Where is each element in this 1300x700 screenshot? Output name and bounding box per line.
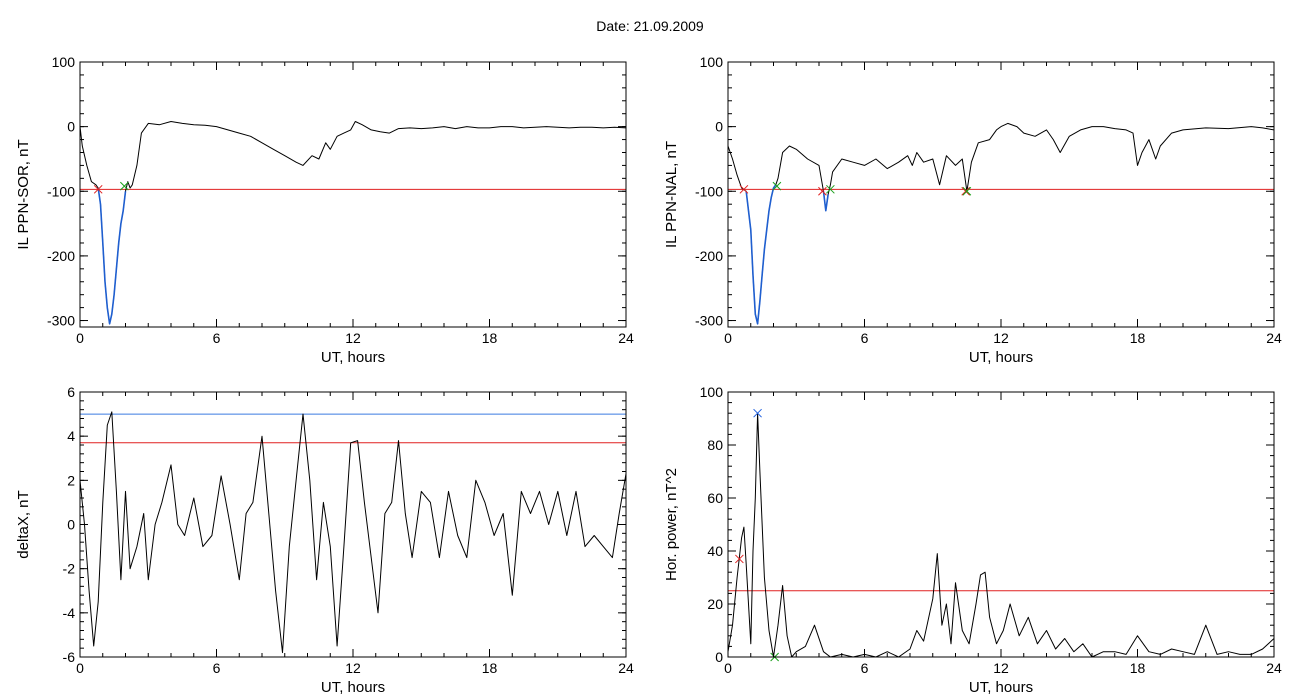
y-tick-label: 6 — [67, 384, 75, 400]
plot-frame — [79, 391, 627, 658]
marker-red — [818, 186, 827, 196]
marker-green — [826, 184, 835, 194]
plot-area — [728, 122, 1274, 325]
y-tick-label: 40 — [707, 543, 723, 559]
y-tick-label: 2 — [67, 472, 75, 488]
x-tick-label: 18 — [1130, 330, 1146, 346]
x-tick-label: 24 — [1266, 660, 1282, 676]
y-tick-label: 60 — [707, 490, 723, 506]
plot-area — [728, 412, 1274, 657]
y-tick-label: -300 — [695, 313, 723, 329]
panel-1: 0 6 12 18 24 100 0 -100 -200 -300 UT, hours IL PPN-… — [15, 54, 634, 366]
x-tick-label: 24 — [618, 330, 634, 346]
y-tick-label: -4 — [63, 605, 76, 621]
x-tick-label: 0 — [76, 330, 84, 346]
marker-red — [735, 554, 744, 564]
x-axis-label: UT, hours — [969, 679, 1033, 696]
page-title: Date: 21.09.2009 — [596, 18, 704, 34]
x-tick-label: 6 — [861, 330, 869, 346]
y-tick-label: -6 — [63, 649, 76, 665]
y-tick-label: 80 — [707, 437, 723, 453]
data-line-1 — [80, 121, 626, 325]
plot-area — [80, 411, 626, 654]
y-axis-label: IL PPN-SOR, nT — [15, 139, 32, 249]
plot-frame — [727, 391, 1275, 658]
y-tick-label: 20 — [707, 596, 723, 612]
y-tick-label: -100 — [47, 183, 75, 199]
y-tick-label: 0 — [67, 119, 75, 135]
marker-blue — [753, 408, 762, 418]
data-line-1 — [728, 412, 1274, 657]
x-tick-label: 12 — [993, 660, 1009, 676]
data-line-1 — [80, 411, 626, 654]
x-tick-label: 6 — [861, 660, 869, 676]
fit-line-2 — [97, 187, 127, 325]
marker-green — [962, 186, 972, 196]
x-tick-label: 0 — [724, 660, 732, 676]
y-tick-label: 100 — [700, 384, 724, 400]
y-tick-label: 4 — [67, 428, 75, 444]
x-tick-label: 0 — [724, 330, 732, 346]
y-tick-label: -100 — [695, 183, 723, 199]
y-tick-label: -300 — [47, 313, 75, 329]
y-tick-label: -200 — [695, 248, 723, 264]
x-tick-label: 18 — [482, 330, 498, 346]
data-line-1 — [728, 122, 1274, 325]
panel-4: 0 6 12 18 24 100 80 60 40 20 0 UT, hours Hor. power,… — [663, 384, 1282, 696]
x-tick-label: 24 — [1266, 330, 1282, 346]
y-axis-label: Hor. power, nT^2 — [663, 468, 680, 581]
y-tick-label: 100 — [52, 54, 76, 70]
plot-frame — [79, 61, 627, 328]
x-tick-label: 24 — [618, 660, 634, 676]
x-tick-label: 12 — [993, 330, 1009, 346]
x-tick-label: 6 — [213, 330, 221, 346]
y-tick-label: 0 — [715, 119, 723, 135]
marker-green — [772, 181, 782, 191]
y-tick-label: 100 — [700, 54, 724, 70]
x-tick-label: 12 — [345, 330, 361, 346]
y-tick-label: 0 — [715, 649, 723, 665]
panel-3: 0 6 12 18 24 6 4 2 0 -2 -4 -6 UT, hours deltaX, nT — [15, 384, 634, 696]
x-tick-label: 18 — [482, 660, 498, 676]
y-tick-label: 0 — [67, 517, 75, 533]
x-tick-label: 0 — [76, 660, 84, 676]
y-axis-label: IL PPN-NAL, nT — [663, 141, 680, 248]
marker-red — [961, 186, 971, 196]
marker-green — [120, 181, 129, 191]
x-axis-label: UT, hours — [969, 349, 1033, 366]
fit-line-3 — [822, 191, 829, 212]
y-axis-label: deltaX, nT — [15, 490, 32, 558]
x-tick-label: 12 — [345, 660, 361, 676]
y-tick-label: -2 — [63, 561, 76, 577]
x-tick-label: 18 — [1130, 660, 1146, 676]
x-tick-label: 6 — [213, 660, 221, 676]
plot-area — [80, 121, 626, 325]
panel-2: 0 6 12 18 24 100 0 -100 -200 -300 UT, hours IL PPN-… — [663, 54, 1282, 366]
marker-red — [93, 184, 103, 194]
marker-red — [739, 184, 749, 194]
x-axis-label: UT, hours — [321, 349, 385, 366]
x-axis-label: UT, hours — [321, 679, 385, 696]
y-tick-label: -200 — [47, 248, 75, 264]
fit-line-2 — [745, 184, 777, 325]
plot-frame — [727, 61, 1275, 328]
